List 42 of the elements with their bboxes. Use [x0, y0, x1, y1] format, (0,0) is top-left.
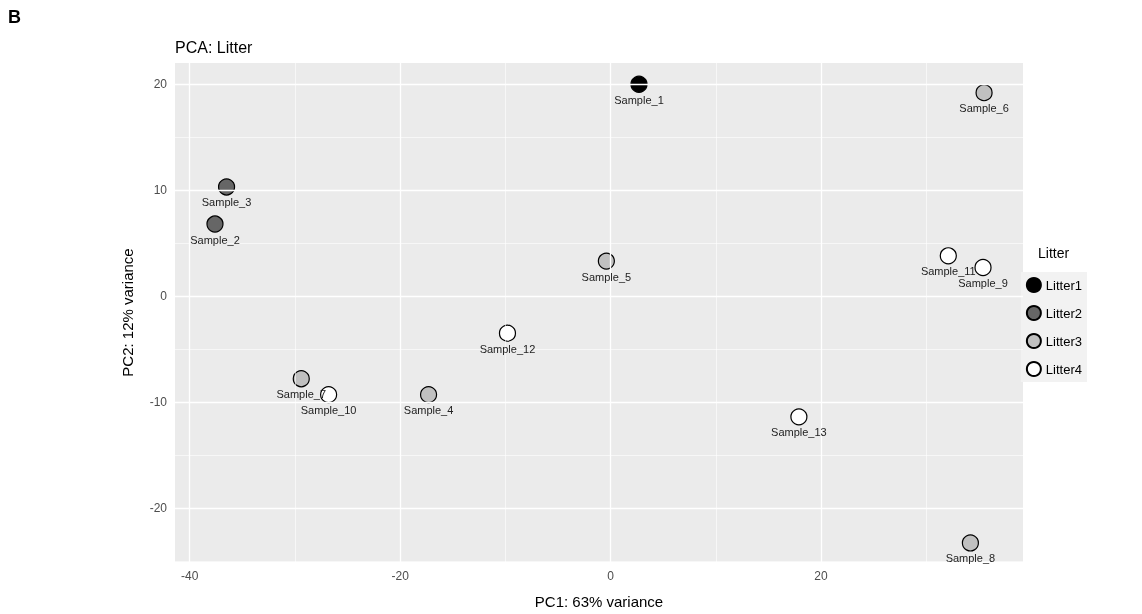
point — [498, 324, 517, 342]
annotation: Sample_9 — [958, 276, 1008, 289]
point — [939, 247, 957, 265]
annotation: Sample_8 — [945, 552, 996, 565]
annotation: Sample_2 — [190, 233, 240, 246]
point — [790, 408, 808, 426]
legend-label: Litter3 — [1045, 333, 1083, 349]
annotation: Sample_3 — [201, 196, 252, 209]
y-axis-title: PC2: 12% variance — [119, 248, 136, 377]
point — [292, 370, 310, 388]
x-tick-label: -40 — [181, 569, 199, 583]
y-tick-label: 10 — [153, 183, 168, 198]
point — [206, 215, 224, 233]
x-tick-label: -20 — [391, 569, 410, 583]
y-tick-label: 0 — [160, 289, 168, 304]
annotation: Sample_10 — [300, 404, 357, 417]
chart-title: PCA: Litter — [175, 38, 254, 56]
x-axis-title: PC1: 63% variance — [534, 593, 664, 610]
legend-title: Litter — [1038, 245, 1070, 261]
text: B — [8, 7, 21, 27]
annotation: Sample_4 — [403, 404, 454, 417]
x-tick-label: 0 — [607, 569, 615, 583]
legend-label: Litter4 — [1045, 361, 1083, 377]
y-tick-label: -20 — [149, 500, 168, 515]
legend-label: Litter2 — [1045, 305, 1083, 321]
annotation: Sample_5 — [581, 270, 632, 283]
point — [630, 75, 648, 93]
annotation: Sample_13 — [771, 426, 827, 439]
point — [419, 386, 438, 404]
point — [974, 258, 992, 277]
annotation: Sample_11 — [920, 265, 976, 278]
x-tick-label: 20 — [814, 569, 828, 583]
annotation: Sample_1 — [614, 93, 664, 106]
y-tick-label: 20 — [153, 77, 168, 92]
legend-label: Litter1 — [1045, 277, 1083, 293]
annotation: Sample_6 — [959, 102, 1009, 115]
y-tick-label: -10 — [149, 395, 168, 410]
point — [597, 252, 615, 270]
point — [961, 534, 979, 552]
annotation: Sample_12 — [479, 342, 536, 355]
point — [217, 178, 236, 196]
point — [975, 84, 993, 102]
